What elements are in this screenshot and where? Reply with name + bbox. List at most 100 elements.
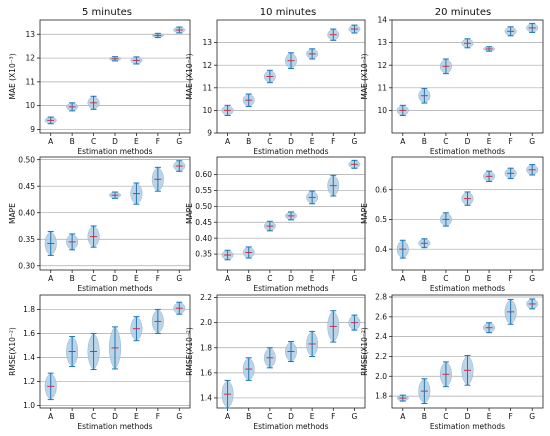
y-tick-label: 11 — [377, 83, 387, 92]
y-tick-label: 1.6 — [200, 368, 212, 377]
x-tick-label-G: G — [176, 274, 182, 283]
x-tick-label-A: A — [400, 274, 406, 283]
x-tick-label-E: E — [487, 274, 492, 283]
x-tick-label-A: A — [48, 137, 54, 146]
panel-1: 9 10 11 12 13 A B C D E F G Estimation methods MAE (X… — [185, 19, 366, 156]
x-tick-label-D: D — [288, 274, 294, 283]
x-tick-label-B: B — [246, 274, 251, 283]
x-tick-label-F: F — [331, 137, 335, 146]
x-tick-label-D: D — [288, 137, 294, 146]
x-tick-label-A: A — [48, 412, 54, 421]
y-axis-label: RMSE(X10⁻²) — [185, 327, 194, 376]
y-axis-label: MAPE — [360, 203, 369, 224]
x-tick-label-B: B — [70, 412, 75, 421]
y-axis-label: MAE (X10⁻³) — [360, 53, 369, 99]
y-tick-label: 1.6 — [23, 329, 35, 338]
y-axis-label: MAPE — [8, 203, 17, 224]
y-tick-label: 13 — [202, 38, 212, 47]
y-tick-label: 0.45 — [195, 218, 212, 227]
x-tick-label-B: B — [422, 137, 427, 146]
y-axis-label: MAE (X10⁻³) — [8, 53, 17, 99]
panel-5: 0.4 0.5 0.6 A B C D E F G Estimation methods MAPE — [360, 156, 544, 293]
y-tick-label: 2.0 — [200, 318, 212, 327]
column-title-20-minutes: 20 minutes — [435, 7, 491, 18]
x-tick-label-F: F — [331, 274, 335, 283]
y-tick-label: 14 — [377, 16, 387, 25]
x-tick-label-E: E — [134, 412, 139, 421]
y-tick-label: 2.2 — [200, 293, 212, 302]
x-tick-label-A: A — [48, 274, 54, 283]
x-tick-label-F: F — [156, 412, 160, 421]
x-axis-label: Estimation methods — [253, 422, 328, 431]
x-axis-label: Estimation methods — [77, 422, 152, 431]
y-tick-label: 0.30 — [18, 261, 35, 270]
y-tick-label: 2.0 — [375, 372, 387, 381]
x-axis-label: Estimation methods — [77, 147, 152, 156]
x-tick-label-G: G — [352, 274, 358, 283]
y-tick-label: 1.0 — [23, 401, 35, 410]
y-tick-label: 9 — [30, 125, 35, 134]
x-tick-label-G: G — [176, 137, 182, 146]
y-axis-label: MAPE — [185, 203, 194, 224]
y-tick-label: 9 — [207, 129, 212, 138]
y-tick-label: 13 — [25, 30, 35, 39]
y-axis-label: RMSE(X10⁻²) — [8, 327, 17, 376]
x-tick-label-B: B — [70, 137, 75, 146]
x-tick-label-B: B — [422, 274, 427, 283]
x-tick-label-G: G — [352, 412, 358, 421]
y-tick-label: 2.6 — [375, 312, 387, 321]
x-tick-label-F: F — [156, 274, 160, 283]
x-tick-label-G: G — [529, 274, 535, 283]
y-tick-label: 0.50 — [195, 202, 212, 211]
y-tick-label: 0.40 — [18, 208, 35, 217]
x-tick-label-D: D — [465, 274, 471, 283]
x-tick-label-B: B — [70, 274, 75, 283]
panel-3: 0.30 0.35 0.40 0.45 0.50 A B C D E F G Estimation me… — [8, 155, 191, 293]
panel-8: 1.8 2.0 2.2 2.4 2.6 2.8 A B C D E F G Estimation meth… — [360, 293, 544, 431]
x-axis-label: Estimation methods — [253, 284, 328, 293]
y-tick-label: 12 — [377, 61, 387, 70]
x-tick-label-B: B — [246, 412, 251, 421]
x-tick-label-D: D — [288, 412, 294, 421]
y-tick-label: 0.45 — [18, 182, 35, 191]
x-tick-label-D: D — [112, 412, 118, 421]
x-tick-label-E: E — [134, 274, 139, 283]
x-tick-label-F: F — [508, 137, 512, 146]
y-tick-label: 1.8 — [200, 343, 212, 352]
y-tick-label: 10 — [377, 106, 387, 115]
y-tick-label: 0.60 — [195, 170, 212, 179]
y-tick-label: 13 — [377, 38, 387, 47]
x-tick-label-G: G — [529, 137, 535, 146]
y-tick-label: 10 — [202, 106, 212, 115]
x-tick-label-C: C — [443, 274, 448, 283]
y-tick-label: 1.2 — [23, 377, 35, 386]
x-tick-label-C: C — [91, 137, 96, 146]
y-tick-label: 0.40 — [195, 234, 212, 243]
x-axis-label: Estimation methods — [430, 147, 505, 156]
x-tick-label-C: C — [91, 274, 96, 283]
panel-0: 9 10 11 12 13 A B C D E F G Estimation methods MAE (X… — [8, 19, 191, 156]
x-tick-label-A: A — [400, 412, 406, 421]
panel-6: 1.0 1.2 1.4 1.6 1.8 A B C D E F G Estimation methods… — [8, 294, 191, 431]
x-tick-label-E: E — [134, 137, 139, 146]
panel-4: 0.35 0.40 0.45 0.50 0.55 0.60 A B C D E F G Estimatio… — [185, 156, 366, 293]
x-tick-label-D: D — [465, 412, 471, 421]
panel-2: 10 11 12 13 14 A B C D E F G Estimation methods MAE (… — [360, 16, 544, 156]
y-axis-label: RMSE(X10⁻²) — [360, 327, 369, 376]
x-tick-label-A: A — [225, 274, 231, 283]
x-tick-label-E: E — [310, 412, 315, 421]
y-tick-label: 0.4 — [375, 245, 387, 254]
x-tick-label-E: E — [310, 137, 315, 146]
x-tick-label-A: A — [400, 137, 406, 146]
y-tick-label: 0.50 — [18, 155, 35, 164]
x-tick-label-F: F — [156, 137, 160, 146]
y-tick-label: 0.55 — [195, 186, 212, 195]
x-tick-label-G: G — [529, 412, 535, 421]
x-tick-label-C: C — [267, 412, 272, 421]
x-tick-label-B: B — [422, 412, 427, 421]
y-tick-label: 10 — [25, 101, 35, 110]
x-axis-label: Estimation methods — [430, 422, 505, 431]
y-tick-label: 1.4 — [23, 353, 35, 362]
x-tick-label-E: E — [487, 137, 492, 146]
